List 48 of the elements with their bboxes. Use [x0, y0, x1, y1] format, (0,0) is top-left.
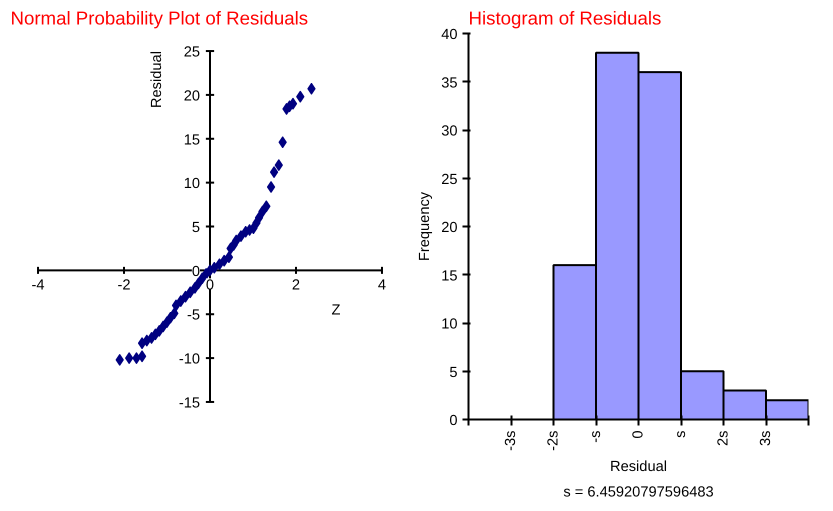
point: [254, 212, 264, 224]
y-tick-label: -10: [178, 352, 200, 368]
point: [278, 136, 287, 148]
y-axis-title: Residual: [149, 51, 165, 108]
x-tick-label: -2s: [546, 430, 562, 451]
x-tick-label: -3s: [503, 430, 519, 451]
point: [270, 166, 278, 178]
y-tick-label: 0: [192, 264, 200, 280]
y-tick-label: 15: [184, 132, 200, 148]
text: s = 6.45920797596483: [563, 484, 714, 500]
y-tick-label: 10: [184, 176, 200, 192]
x-tick-label: 0: [630, 430, 646, 439]
y-tick-label: 20: [184, 88, 200, 104]
point: [307, 82, 316, 95]
point: [236, 230, 246, 242]
point: [172, 299, 180, 312]
point: [288, 98, 298, 110]
y-tick-label: 25: [441, 172, 458, 188]
x-tick-label: 3s: [758, 430, 774, 446]
x-tick-label: s: [673, 430, 689, 438]
y-tick-label: 10: [441, 316, 458, 332]
x-tick-label: -4: [32, 277, 45, 294]
x-tick-label: 0: [206, 277, 214, 294]
point: [181, 290, 190, 303]
y-tick-label: 0: [449, 413, 458, 429]
x-tick-label: -s: [588, 430, 604, 443]
x-axis-title: Residual: [610, 458, 668, 475]
point: [138, 350, 146, 362]
y-tick-label: -5: [186, 308, 200, 324]
y-tick-label: -15: [178, 395, 200, 412]
point: [266, 181, 276, 194]
x-tick-label: 2s: [716, 430, 732, 446]
x-tick-label: -2: [117, 277, 131, 294]
y-tick-label: 5: [192, 220, 200, 236]
y-tick-label: 35: [441, 75, 458, 92]
y-tick-label: 25: [184, 44, 200, 61]
y-tick-label: 5: [449, 364, 458, 381]
point: [224, 251, 234, 264]
x-tick-label: 2: [292, 277, 300, 294]
chart-title: Histogram of Residuals: [468, 8, 662, 28]
y-axis-title: Frequency: [417, 191, 434, 262]
chart-title: Normal Probability Plot of Residuals: [10, 8, 308, 28]
x-tick-label: 4: [378, 277, 386, 294]
y-tick-label: 15: [441, 268, 458, 284]
y-tick-label: 40: [441, 27, 458, 43]
y-tick-label: 20: [441, 220, 458, 236]
y-tick-label: 30: [441, 124, 458, 140]
x-axis-title: Z: [332, 302, 341, 318]
